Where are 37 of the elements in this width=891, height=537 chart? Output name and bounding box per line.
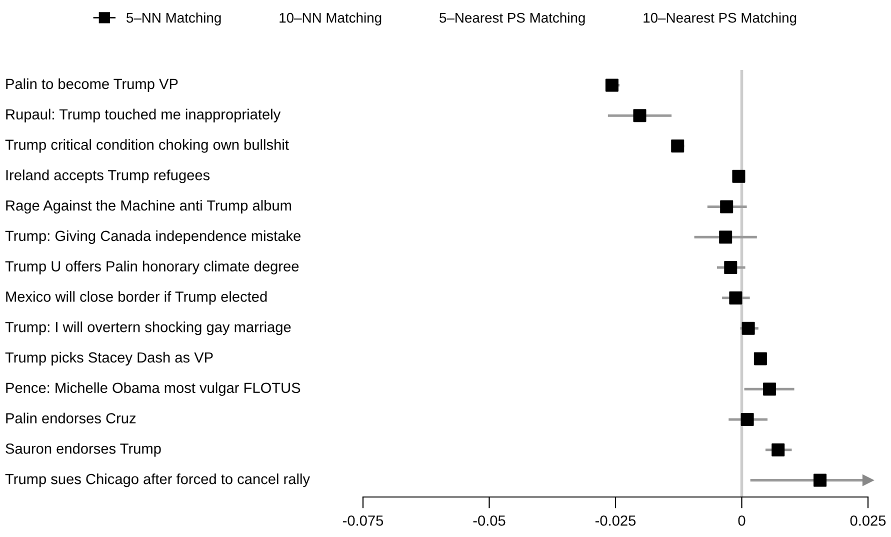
point bbox=[742, 322, 755, 335]
y-tick-label: Trump picks Stacey Dash as VP bbox=[5, 352, 213, 366]
x-tick-label: -0.025 bbox=[595, 515, 636, 526]
point bbox=[724, 261, 738, 274]
text: 5–Nearest PS Matching bbox=[440, 12, 585, 26]
point bbox=[633, 109, 646, 122]
x-tick-label: 0 bbox=[738, 515, 746, 526]
point bbox=[605, 78, 618, 92]
y-tick-label: Rage Against the Machine anti Trump album bbox=[6, 200, 292, 214]
y-tick-label: Trump U offers Palin honorary climate degree bbox=[5, 260, 299, 274]
y-tick-label: Sauron endorses Trump bbox=[6, 443, 161, 457]
y-tick-label: Mexico will close border if Trump elected bbox=[6, 291, 267, 305]
y-tick-label: Pence: Michelle Obama most vulgar FLOTUS bbox=[6, 382, 300, 396]
point bbox=[740, 412, 754, 426]
y-tick-label: Trump: I will overtern shocking gay marriage bbox=[5, 322, 291, 336]
y-tick-label: Trump: Giving Canada independence mistake bbox=[5, 230, 300, 244]
y-tick-label: Rupaul: Trump touched me inappropriately bbox=[6, 108, 281, 122]
point bbox=[719, 230, 732, 244]
point bbox=[729, 291, 742, 304]
y-tick-label: Trump critical condition choking own bullshit bbox=[5, 139, 289, 153]
x-tick-label: -0.075 bbox=[342, 515, 384, 526]
point bbox=[671, 139, 684, 152]
x-tick-label: -0.05 bbox=[473, 515, 506, 526]
point bbox=[720, 200, 734, 214]
y-tick-label: Ireland accepts Trump refugees bbox=[6, 170, 210, 184]
y-tick-label: Palin endorses Cruz bbox=[6, 412, 136, 424]
point bbox=[754, 352, 767, 366]
x-tick-label: 0.025 bbox=[850, 515, 886, 526]
point bbox=[814, 474, 827, 487]
y-tick-label: Palin to become Trump VP bbox=[6, 78, 178, 92]
text: 10–NN Matching bbox=[280, 12, 382, 26]
y-tick-label: Trump sues Chicago after forced to cancel rally bbox=[5, 473, 310, 488]
point bbox=[772, 443, 785, 456]
text: 10–Nearest PS Matching bbox=[644, 12, 796, 26]
point bbox=[732, 170, 746, 183]
legend-label: 5–NN Matching bbox=[126, 12, 221, 26]
point bbox=[763, 382, 776, 396]
